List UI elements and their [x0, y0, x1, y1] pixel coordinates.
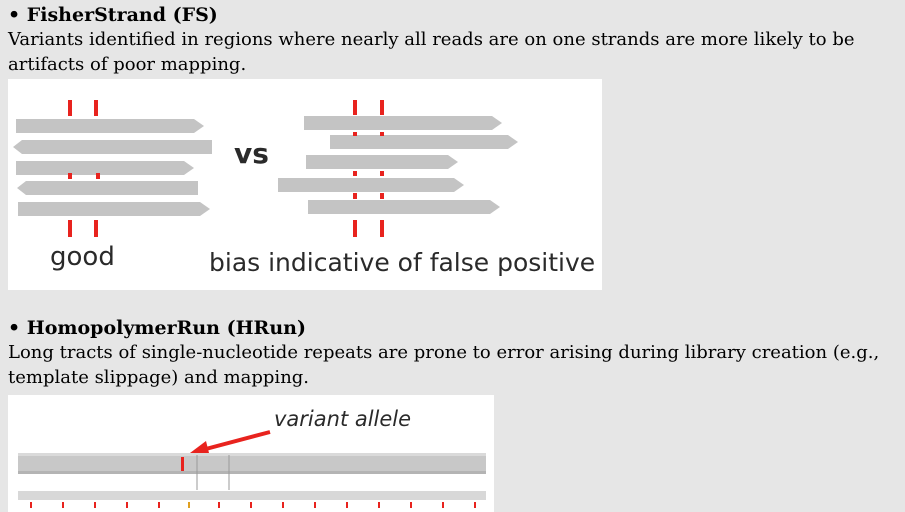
variant-marker [68, 220, 72, 237]
variant-marker [380, 193, 384, 199]
variant-marker [96, 173, 100, 179]
read-forward [308, 200, 500, 214]
fisherstrand-heading: • FisherStrand (FS) [8, 4, 218, 26]
base-track [18, 491, 486, 498]
variant-marker [94, 220, 98, 237]
fisherstrand-section: • FisherStrand (FS) Variants identified … [8, 3, 900, 77]
read-forward [330, 135, 518, 149]
variant-marker [380, 132, 384, 136]
base-ticks [30, 502, 476, 508]
variant-allele-callout: variant allele [274, 407, 411, 431]
variant-marker [353, 193, 357, 199]
variant-marker [181, 457, 184, 471]
read-forward [18, 202, 210, 216]
variant-marker [380, 220, 384, 237]
variant-marker [353, 132, 357, 136]
variant-marker [68, 173, 72, 179]
variant-marker [380, 100, 384, 115]
variant-marker [94, 100, 98, 116]
homopolymerrun-description: Long tracts of single-nucleotide repeats… [8, 342, 880, 388]
variant-marker [380, 171, 384, 176]
fisherstrand-description: Variants identified in regions where nea… [8, 29, 855, 75]
homopolymer-diagram: variant allele [18, 407, 486, 508]
strand-bias-figure: good vs bias indicative of false positiv… [8, 79, 602, 290]
good-label: good [50, 242, 115, 272]
variant-marker [353, 171, 357, 176]
homopolymerrun-section: • HomopolymerRun (HRun) Long tracts of s… [8, 316, 900, 390]
homopolymer-figure: variant allele [8, 395, 494, 512]
read-reverse [17, 181, 198, 195]
callout-arrow [201, 430, 271, 452]
read-reverse [13, 140, 212, 154]
variant-marker [68, 100, 72, 116]
homopolymerrun-heading: • HomopolymerRun (HRun) [8, 317, 306, 339]
variant-marker [353, 100, 357, 115]
read-forward [304, 116, 502, 130]
bias-label: bias indicative of false positive [209, 248, 595, 277]
read-forward [16, 119, 204, 133]
read-forward [16, 161, 194, 175]
read-forward [306, 155, 458, 169]
strand-bias-diagram: good vs bias indicative of false positiv… [13, 100, 595, 277]
variant-marker [353, 220, 357, 237]
vs-label: vs [234, 137, 269, 170]
reference-track [18, 453, 486, 474]
read-forward [278, 178, 464, 192]
